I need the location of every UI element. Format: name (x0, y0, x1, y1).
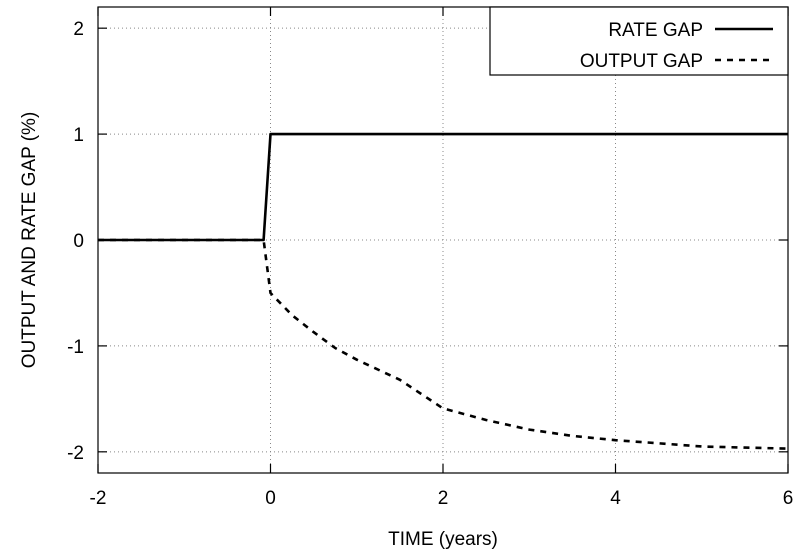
y-tick-label: -1 (67, 337, 84, 358)
y-axis-label: OUTPUT AND RATE GAP (%) (19, 112, 40, 369)
legend-label-output-gap: OUTPUT GAP (580, 51, 703, 72)
x-tick-label: 4 (610, 488, 621, 509)
y-tick-label: 1 (73, 125, 84, 146)
series-line-rate-gap (98, 132, 788, 242)
legend: RATE GAP OUTPUT GAP (489, 6, 789, 76)
x-tick-label: 6 (783, 488, 794, 509)
x-tick-label: -2 (90, 488, 107, 509)
x-tick-label: 2 (438, 488, 449, 509)
x-axis-label: TIME (years) (388, 529, 498, 550)
y-tick-label: -2 (67, 443, 84, 464)
legend-label-rate-gap: RATE GAP (608, 20, 703, 41)
legend-box (489, 6, 789, 76)
series-layer (98, 132, 789, 450)
y-tick-label: 0 (73, 231, 84, 252)
series-line-output-gap (98, 238, 789, 450)
ticks: -2 0 2 4 6 -2 -1 0 1 2 (67, 7, 793, 509)
x-tick-label: 0 (265, 488, 276, 509)
y-tick-label: 2 (73, 19, 84, 40)
